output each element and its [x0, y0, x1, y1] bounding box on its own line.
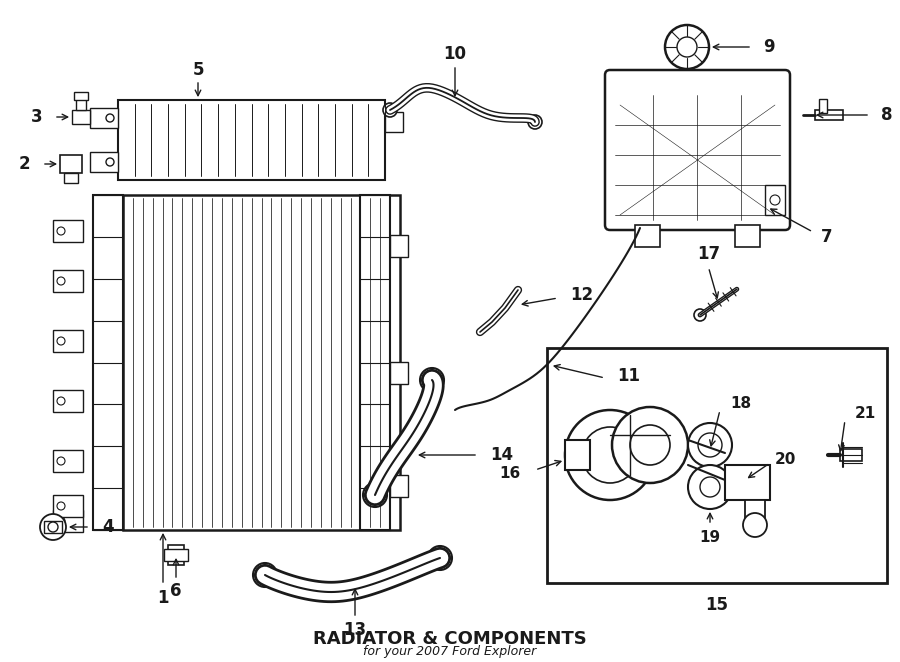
Circle shape: [57, 337, 65, 345]
Text: 10: 10: [444, 45, 466, 63]
Text: 13: 13: [344, 621, 366, 639]
Bar: [725, 465, 770, 500]
Text: 14: 14: [490, 446, 513, 464]
Text: 3: 3: [31, 108, 42, 126]
Circle shape: [677, 37, 697, 57]
Bar: [53, 330, 83, 352]
Circle shape: [694, 309, 706, 321]
Bar: [635, 225, 660, 247]
Text: 20: 20: [775, 453, 796, 467]
Text: 21: 21: [855, 406, 877, 420]
Bar: [93, 195, 123, 530]
Circle shape: [57, 517, 65, 525]
Bar: [840, 449, 862, 461]
Circle shape: [612, 407, 688, 483]
Bar: [44, 521, 62, 533]
Circle shape: [700, 477, 720, 497]
Circle shape: [106, 114, 114, 122]
Circle shape: [420, 368, 444, 392]
Circle shape: [57, 227, 65, 235]
Bar: [547, 348, 887, 583]
Bar: [765, 185, 785, 215]
Circle shape: [565, 410, 655, 500]
Text: 11: 11: [617, 367, 640, 385]
Text: for your 2007 Ford Explorer: for your 2007 Ford Explorer: [364, 645, 536, 658]
Bar: [168, 545, 184, 565]
Circle shape: [743, 513, 767, 537]
Bar: [90, 108, 118, 128]
Circle shape: [665, 25, 709, 69]
Text: RADIATOR & COMPONENTS: RADIATOR & COMPONENTS: [313, 630, 587, 648]
Bar: [90, 152, 118, 172]
Text: 19: 19: [699, 530, 721, 545]
Circle shape: [57, 397, 65, 405]
Circle shape: [57, 277, 65, 285]
Bar: [815, 110, 843, 120]
FancyBboxPatch shape: [605, 70, 790, 230]
Bar: [72, 110, 90, 124]
Text: 8: 8: [881, 106, 893, 124]
Text: 16: 16: [500, 465, 521, 481]
Bar: [390, 362, 408, 384]
Circle shape: [363, 483, 387, 507]
Text: 15: 15: [706, 596, 728, 614]
Circle shape: [688, 465, 732, 509]
Text: 2: 2: [18, 155, 30, 173]
Bar: [53, 495, 83, 517]
Text: 5: 5: [193, 61, 203, 79]
Circle shape: [48, 522, 58, 532]
Circle shape: [383, 103, 397, 117]
Bar: [118, 100, 385, 180]
Bar: [390, 475, 408, 497]
Bar: [745, 500, 765, 525]
Bar: [819, 99, 827, 113]
Circle shape: [770, 195, 780, 205]
Bar: [123, 195, 400, 530]
Bar: [74, 92, 88, 100]
Circle shape: [688, 423, 732, 467]
Circle shape: [428, 546, 452, 570]
Circle shape: [57, 502, 65, 510]
Bar: [53, 450, 83, 472]
Bar: [610, 95, 785, 225]
Circle shape: [253, 563, 277, 587]
Text: 17: 17: [697, 245, 720, 263]
Text: 9: 9: [763, 38, 775, 56]
Circle shape: [106, 158, 114, 166]
Bar: [360, 195, 390, 530]
Circle shape: [40, 514, 66, 540]
Circle shape: [582, 427, 638, 483]
Text: 7: 7: [821, 228, 833, 246]
Bar: [385, 112, 403, 132]
Circle shape: [698, 433, 722, 457]
Bar: [53, 390, 83, 412]
Bar: [64, 173, 78, 183]
Text: 18: 18: [730, 395, 752, 410]
Text: 6: 6: [170, 582, 182, 600]
Text: 12: 12: [570, 286, 593, 304]
Bar: [53, 220, 83, 242]
Bar: [53, 270, 83, 292]
Circle shape: [57, 457, 65, 465]
Bar: [735, 225, 760, 247]
Bar: [164, 549, 188, 561]
Bar: [76, 98, 86, 110]
Bar: [390, 235, 408, 257]
Circle shape: [630, 425, 670, 465]
Text: 4: 4: [102, 518, 113, 536]
Bar: [565, 440, 590, 470]
Text: 1: 1: [158, 589, 169, 607]
Bar: [60, 155, 82, 173]
Circle shape: [528, 115, 542, 129]
Bar: [53, 510, 83, 532]
